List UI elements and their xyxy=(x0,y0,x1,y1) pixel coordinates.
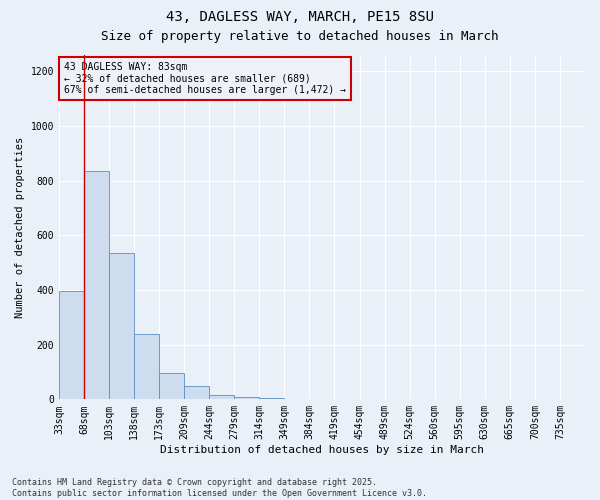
Text: Size of property relative to detached houses in March: Size of property relative to detached ho… xyxy=(101,30,499,43)
X-axis label: Distribution of detached houses by size in March: Distribution of detached houses by size … xyxy=(160,445,484,455)
Bar xyxy=(284,398,310,400)
Bar xyxy=(159,374,184,400)
Text: 43, DAGLESS WAY, MARCH, PE15 8SU: 43, DAGLESS WAY, MARCH, PE15 8SU xyxy=(166,10,434,24)
Bar xyxy=(109,253,134,400)
Bar xyxy=(184,386,209,400)
Bar xyxy=(209,395,234,400)
Bar xyxy=(84,171,109,400)
Text: 43 DAGLESS WAY: 83sqm
← 32% of detached houses are smaller (689)
67% of semi-det: 43 DAGLESS WAY: 83sqm ← 32% of detached … xyxy=(64,62,346,95)
Y-axis label: Number of detached properties: Number of detached properties xyxy=(15,136,25,318)
Text: Contains HM Land Registry data © Crown copyright and database right 2025.
Contai: Contains HM Land Registry data © Crown c… xyxy=(12,478,427,498)
Bar xyxy=(59,292,84,400)
Bar xyxy=(134,334,159,400)
Bar xyxy=(310,399,334,400)
Bar xyxy=(259,398,284,400)
Bar xyxy=(234,397,259,400)
